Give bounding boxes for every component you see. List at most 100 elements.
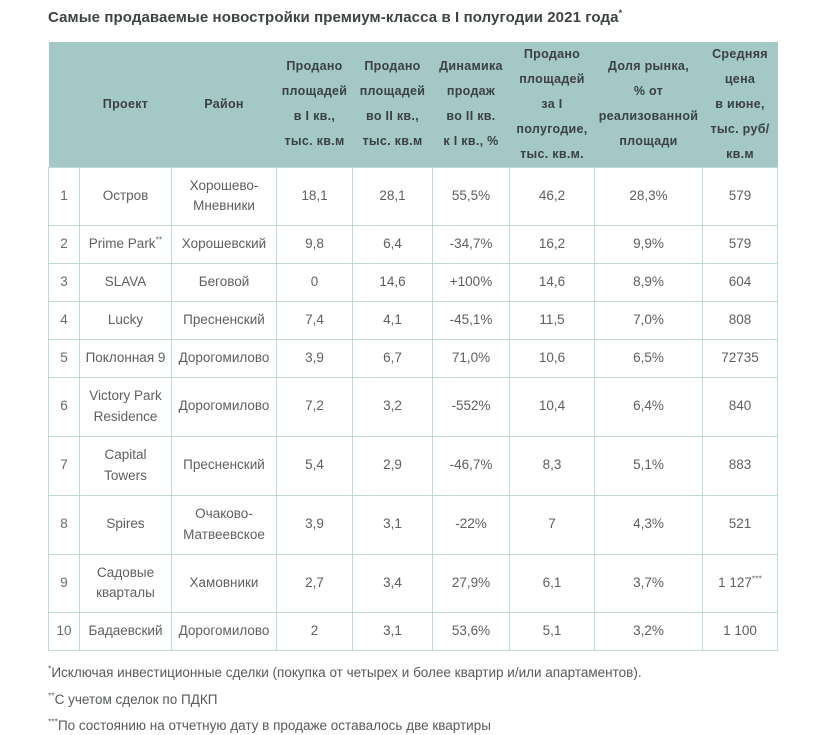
sold-q2-cell: 3,1 [352, 494, 433, 555]
district-cell: Беговой [171, 263, 277, 303]
price-value: 604 [728, 274, 752, 290]
sold-q1-cell: 7,2 [276, 377, 353, 437]
footnote-text: С учетом сделок по ПДКП [54, 691, 218, 707]
table-row: 10 Бадаевский Дорогомилово 2 3,1 53,6% 5… [48, 612, 778, 652]
sold-q2-cell: 4,1 [352, 301, 433, 341]
col-header-district: Район [171, 41, 277, 167]
footnote-marker: *** [48, 716, 58, 727]
price-value: 521 [728, 516, 752, 532]
footnotes: *Исключая инвестиционные сделки (покупка… [48, 664, 778, 735]
table-row: 8 Spires Очаково-Матвеевское 3,9 3,1 -22… [48, 494, 778, 555]
col-header-avg-price: Средняя цена в июне, тыс. руб/ кв.м [702, 41, 778, 167]
price-value: 579 [728, 236, 752, 252]
district-cell: Хамовники [171, 553, 277, 614]
price-value: 808 [728, 312, 752, 328]
price-value: 72735 [721, 350, 759, 366]
project-name: Садовые кварталы [96, 564, 155, 601]
sold-q2-cell: 3,1 [352, 612, 433, 652]
col-header-sold-h1: Продано площадей за I полугодие, тыс. кв… [509, 41, 595, 167]
price-value: 883 [728, 457, 752, 473]
project-cell: Поклонная 9 [79, 339, 172, 379]
district-cell: Дорогомилово [171, 377, 277, 437]
project-cell: Prime Park** [79, 225, 172, 265]
footnote-text: По состоянию на отчетную дату в продаже … [57, 718, 491, 734]
project-name: Capital Towers [104, 446, 147, 483]
market-share-cell: 5,1% [594, 435, 703, 496]
district-cell: Дорогомилово [171, 339, 277, 379]
table-body: 1 Остров Хорошево-Мневники 18,1 28,1 55,… [48, 166, 778, 652]
sold-q1-cell: 5,4 [276, 435, 353, 496]
table-row: 6 Victory Park Residence Дорогомилово 7,… [48, 377, 778, 437]
price-cell: 72735 [702, 339, 778, 379]
market-share-cell: 3,2% [594, 612, 703, 652]
row-number: 10 [48, 612, 80, 652]
dynamics-cell: 53,6% [432, 612, 510, 652]
table-row: 7 Capital Towers Пресненский 5,4 2,9 -46… [48, 435, 778, 496]
dynamics-cell: -34,7% [432, 225, 510, 265]
sold-h1-cell: 46,2 [509, 166, 595, 227]
col-header-sold-q2: Продано площадей во II кв., тыс. кв.м [352, 41, 433, 167]
dynamics-cell: +100% [432, 263, 510, 303]
sold-q1-cell: 0 [276, 263, 353, 303]
sold-h1-cell: 10,6 [509, 339, 595, 379]
sold-q1-cell: 2,7 [276, 553, 353, 614]
project-cell: Victory Park Residence [79, 377, 172, 437]
project-cell: Садовые кварталы [79, 553, 172, 614]
table-row: 4 Lucky Пресненский 7,4 4,1 -45,1% 11,5 … [48, 301, 778, 341]
page-title: Самые продаваемые новостройки премиум-кл… [48, 8, 778, 28]
row-number: 8 [48, 494, 80, 555]
sold-q2-cell: 3,4 [352, 553, 433, 614]
project-name: Spires [106, 516, 145, 532]
project-name: Поклонная 9 [85, 350, 166, 366]
sold-q1-cell: 18,1 [276, 166, 353, 227]
footnote: ***По состоянию на отчетную дату в прода… [48, 717, 778, 735]
market-share-cell: 4,3% [594, 494, 703, 555]
price-cell: 604 [702, 263, 778, 303]
row-number: 9 [48, 553, 80, 614]
sold-h1-cell: 10,4 [509, 377, 595, 437]
price-cell: 840 [702, 377, 778, 437]
footnote-text: Исключая инвестиционные сделки (покупка … [51, 665, 642, 681]
dynamics-cell: -552% [432, 377, 510, 437]
sold-h1-cell: 8,3 [509, 435, 595, 496]
project-cell: Остров [79, 166, 172, 227]
market-share-cell: 3,7% [594, 553, 703, 614]
table-row: 1 Остров Хорошево-Мневники 18,1 28,1 55,… [48, 166, 778, 227]
price-cell: 808 [702, 301, 778, 341]
price-cell: 1 100 [702, 612, 778, 652]
top-newbuildings-table: Проект Район Продано площадей в I кв., т… [48, 41, 778, 652]
district-cell: Дорогомилово [171, 612, 277, 652]
sold-q2-cell: 28,1 [352, 166, 433, 227]
project-cell: SLAVA [79, 263, 172, 303]
dynamics-cell: 55,5% [432, 166, 510, 227]
dynamics-cell: 27,9% [432, 553, 510, 614]
row-number: 5 [48, 339, 80, 379]
project-cell: Spires [79, 494, 172, 555]
footnote-marker: ** [48, 690, 55, 701]
footnote-marker: * [48, 663, 52, 674]
table-row: 3 SLAVA Беговой 0 14,6 +100% 14,6 8,9% 6… [48, 263, 778, 303]
sold-q1-cell: 7,4 [276, 301, 353, 341]
table-row: 9 Садовые кварталы Хамовники 2,7 3,4 27,… [48, 553, 778, 614]
price-cell: 521 [702, 494, 778, 555]
project-name: Бадаевский [88, 623, 163, 639]
col-header-dynamics: Динамика продаж во II кв. к I кв., % [432, 41, 510, 167]
price-cell: 883 [702, 435, 778, 496]
footnote-marker: *** [751, 573, 762, 584]
sold-q1-cell: 9,8 [276, 225, 353, 265]
page-title-text: Самые продаваемые новостройки премиум-кл… [48, 9, 619, 26]
price-cell: 1 127*** [702, 553, 778, 614]
col-header-project: Проект [79, 41, 172, 167]
dynamics-cell: -22% [432, 494, 510, 555]
market-share-cell: 8,9% [594, 263, 703, 303]
project-name: Lucky [107, 312, 144, 328]
price-cell: 579 [702, 225, 778, 265]
table-row: 2 Prime Park** Хорошевский 9,8 6,4 -34,7… [48, 225, 778, 265]
market-share-cell: 9,9% [594, 225, 703, 265]
dynamics-cell: -45,1% [432, 301, 510, 341]
project-cell: Lucky [79, 301, 172, 341]
col-header-sold-q1: Продано площадей в I кв., тыс. кв.м [276, 41, 353, 167]
sold-q2-cell: 2,9 [352, 435, 433, 496]
title-footnote-marker: * [618, 8, 623, 18]
